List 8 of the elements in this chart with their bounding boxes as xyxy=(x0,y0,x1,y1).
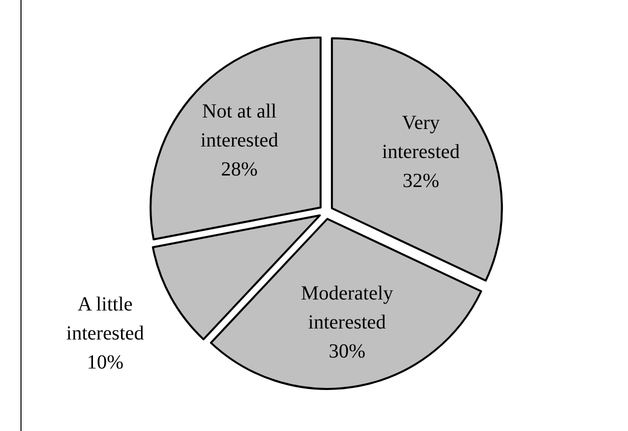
data-label: 10% xyxy=(86,351,124,374)
data-label: 32% xyxy=(402,170,440,192)
data-label: 28% xyxy=(221,158,258,180)
slice-label: Moderately interested xyxy=(300,282,394,334)
slice-label: Not at all interested xyxy=(200,100,278,152)
slice-label: A little interested xyxy=(66,293,144,344)
data-label: 30% xyxy=(328,340,366,362)
slice-label: Very interested xyxy=(382,112,460,163)
